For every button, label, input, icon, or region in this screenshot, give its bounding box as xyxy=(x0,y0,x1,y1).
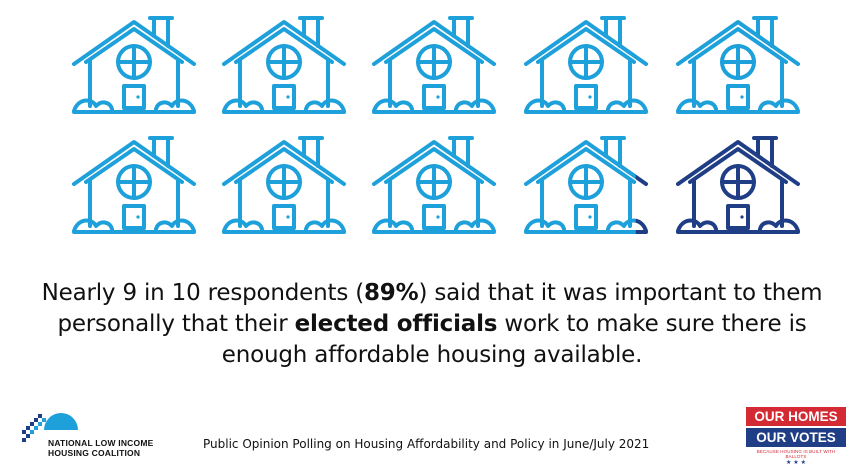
our-homes-our-votes-logo: OUR HOMES OUR VOTES BECAUSE HOUSING IS B… xyxy=(746,407,846,466)
badge-line-2: OUR VOTES xyxy=(746,428,846,447)
footer-caption: Public Opinion Polling on Housing Afford… xyxy=(203,437,650,451)
statement-text-2: ) said that it was important to them per… xyxy=(57,280,823,337)
badge-tagline: BECAUSE HOUSING IS BUILT WITH BALLOTS xyxy=(756,449,836,459)
nlihc-logo-icon xyxy=(22,413,78,442)
nlihc-name: NATIONAL LOW INCOME HOUSING COALITION xyxy=(48,438,153,458)
house-icon-6 xyxy=(72,136,196,234)
nlihc-name-line2: HOUSING COALITION xyxy=(48,448,141,458)
house-icon-1 xyxy=(72,16,196,114)
house-icon-9 xyxy=(524,136,648,234)
statement-percent: 89% xyxy=(364,280,419,306)
house-icon-4 xyxy=(524,16,648,114)
house-icon-grid xyxy=(72,16,800,234)
house-icon-5 xyxy=(676,16,800,114)
badge-line-1: OUR HOMES xyxy=(746,407,846,426)
house-icon-7 xyxy=(222,136,346,234)
statement-text-1: Nearly 9 in 10 respondents ( xyxy=(41,280,365,306)
statement-highlight: elected officials xyxy=(294,311,498,337)
statement-text-3: work to make sure there is enough afford… xyxy=(221,311,807,368)
badge-stars: ★ ★ ★ xyxy=(786,459,806,466)
house-icon-3 xyxy=(372,16,496,114)
house-icon-10 xyxy=(676,136,800,234)
house-icon-2 xyxy=(222,16,346,114)
nlihc-name-line1: NATIONAL LOW INCOME xyxy=(48,438,154,448)
house-icon-8 xyxy=(372,136,496,234)
survey-statement: Nearly 9 in 10 respondents (89%) said th… xyxy=(20,278,844,371)
